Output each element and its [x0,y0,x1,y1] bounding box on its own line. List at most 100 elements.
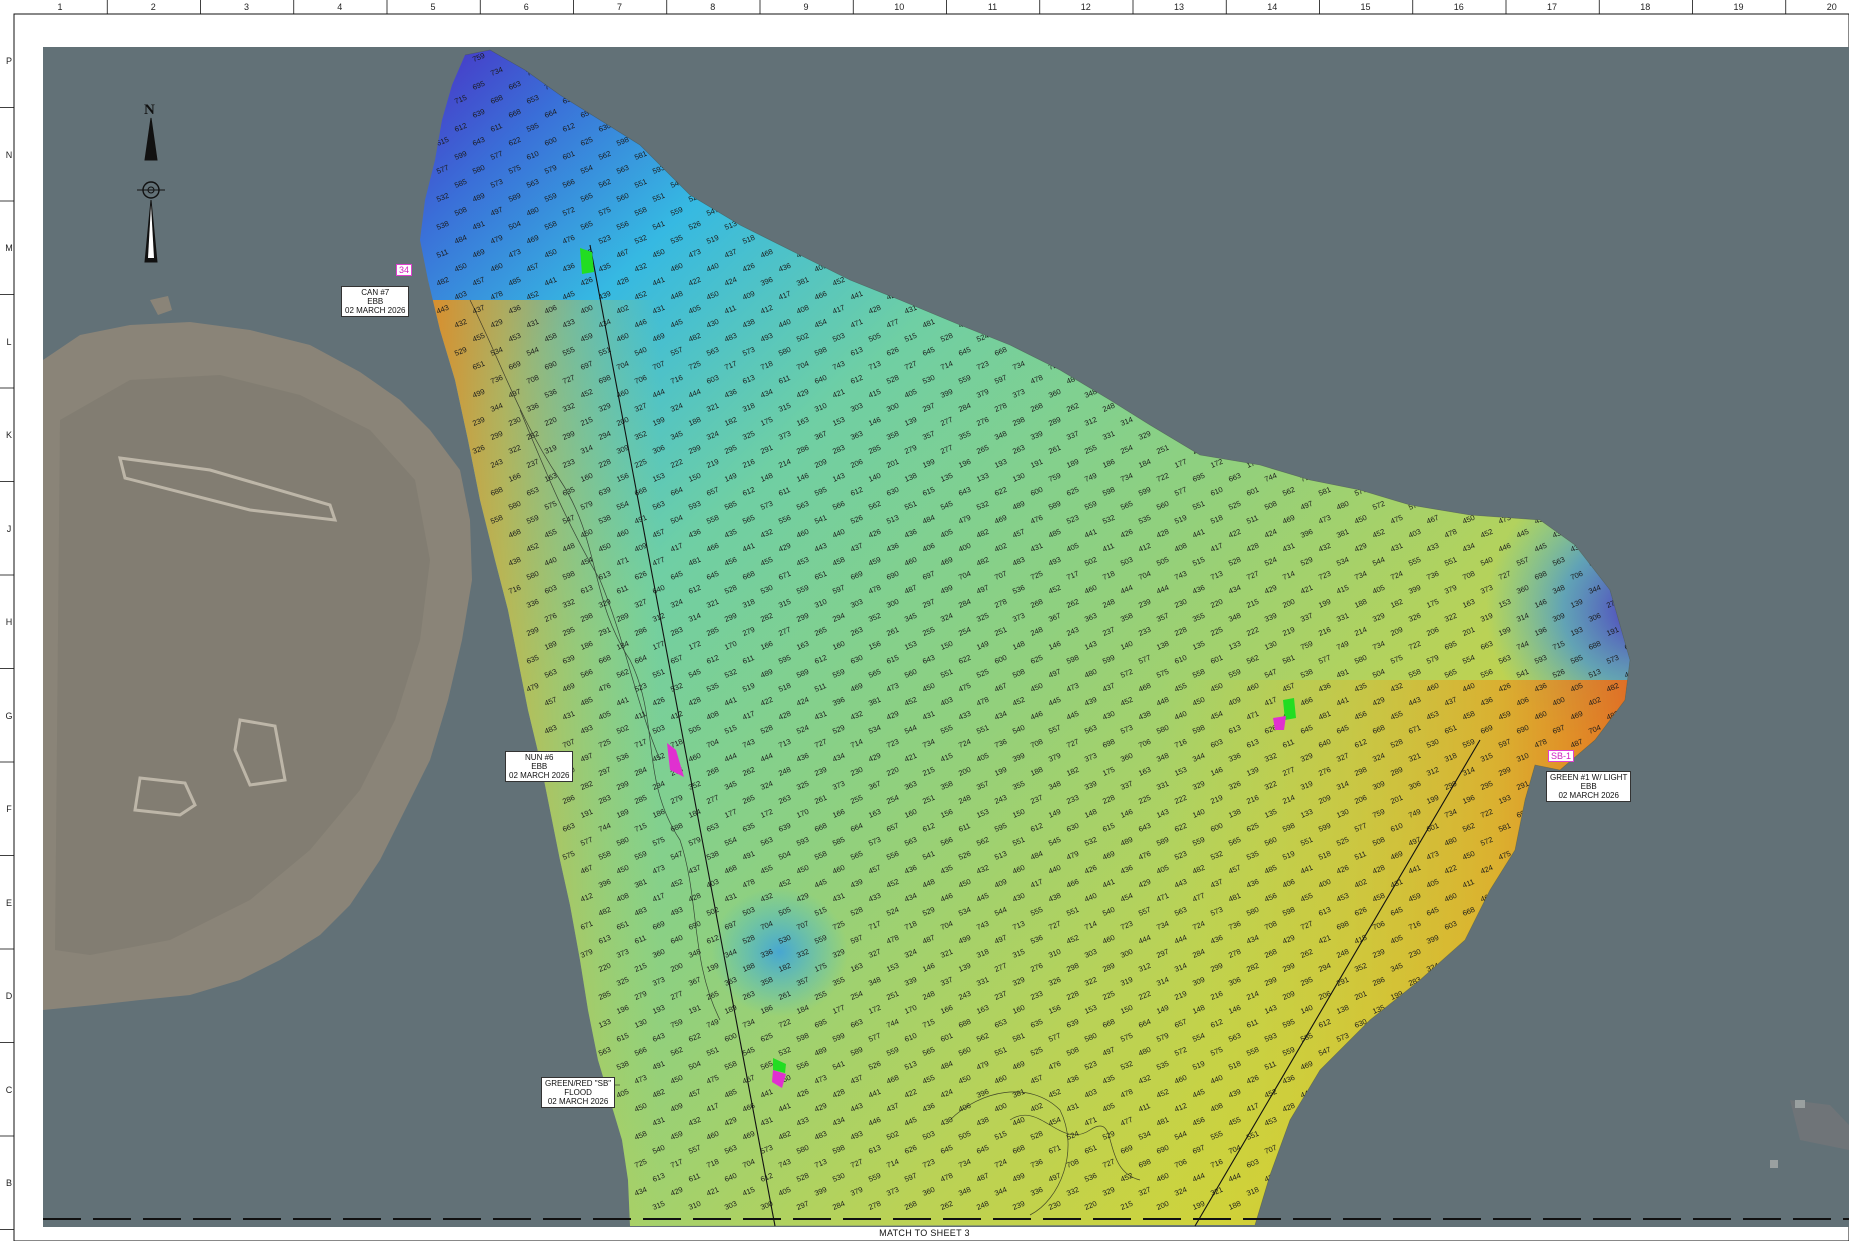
sounding-value: 417 [741,709,756,722]
sounding-value: 248 [1101,401,1116,414]
sounding-value: 417 [1245,1101,1260,1114]
sounding-value: 405 [1371,583,1386,596]
sounding-value: 315 [1011,947,1026,960]
sounding-value: 563 [1497,653,1512,666]
sounding-value: 452 [1047,583,1062,596]
sounding-value: 460 [1533,709,1548,722]
sounding-value: 478 [489,289,504,302]
sounding-value: 558 [597,849,612,862]
sounding-value: 432 [849,709,864,722]
sounding-value: 450 [957,1073,972,1086]
sounding-value: 452 [1047,1087,1062,1100]
sounding-value: 429 [795,891,810,904]
sounding-value: 373 [777,429,792,442]
sounding-value: 611 [741,653,755,666]
sounding-value: 595 [1281,1017,1296,1030]
sounding-value: 315 [1479,751,1494,764]
sounding-value: 251 [1155,443,1170,456]
sounding-value: 324 [939,611,954,624]
sounding-value: 471 [615,555,630,568]
sounding-value: 314 [1515,611,1530,624]
sounding-value: 170 [723,639,738,652]
sounding-value: 299 [1209,961,1224,974]
sounding-value: 255 [921,625,936,638]
sounding-value: 444 [651,387,666,400]
sounding-value: 327 [867,947,882,960]
sounding-value: 723 [885,737,900,750]
sounding-value: 589 [1155,835,1170,848]
sounding-value: 457 [1227,863,1242,876]
sounding-value: 536 [543,387,558,400]
sounding-value: 331 [1101,429,1116,442]
sounding-value: 345 [669,429,684,442]
sounding-value: 452 [1065,933,1080,946]
sounding-value: 262 [1065,401,1080,414]
sounding-value: 450 [453,261,468,274]
sounding-value: 306 [651,443,666,456]
sounding-value: 698 [1101,737,1116,750]
sounding-value: 690 [885,569,900,582]
sounding-value: 291 [597,625,612,638]
sounding-value: 513 [1587,667,1602,680]
sounding-value: 556 [615,219,630,232]
sounding-value: 515 [1191,555,1206,568]
grid-column-ticks [106,0,1787,14]
islet [150,296,172,315]
sounding-value: 734 [1119,471,1134,484]
sounding-value: 429 [1353,541,1368,554]
sounding-value: 153 [885,961,900,974]
sounding-value: 502 [1083,555,1098,568]
grid-row-ticks [0,107,14,1230]
sounding-value: 409 [1227,695,1242,708]
sounding-value: 473 [507,247,522,260]
sounding-value: 324 [1371,751,1386,764]
sounding-value: 454 [813,317,828,330]
sounding-value: 478 [975,695,990,708]
sounding-value: 743 [831,359,846,372]
sounding-value: 559 [885,1045,900,1058]
sounding-value: 643 [957,485,972,498]
sounding-value: 348 [867,975,882,988]
sounding-value: 182 [777,961,792,974]
sounding-value: 664 [1137,1017,1152,1030]
sounding-value: 639 [1065,1017,1080,1030]
sounding-value: 268 [1263,947,1278,960]
sounding-value: 435 [939,863,954,876]
sounding-value: 209 [1317,793,1332,806]
sounding-value: 163 [795,415,810,428]
sounding-value: 166 [507,471,522,484]
sounding-value: 140 [1299,1003,1314,1016]
sounding-value: 698 [597,373,612,386]
sounding-value: 396 [759,275,774,288]
sounding-value: 467 [615,247,630,260]
sounding-value: 566 [831,499,846,512]
sounding-value: 485 [507,275,522,288]
sounding-value: 482 [777,1129,792,1142]
sounding-value: 279 [903,443,918,456]
sounding-value: 469 [1299,1059,1314,1072]
sounding-value: 727 [1245,569,1260,582]
sounding-value: 698 [1533,569,1548,582]
sounding-value: 263 [1011,443,1026,456]
sounding-value: 237 [525,457,540,470]
sounding-value: 133 [975,471,990,484]
sounding-value: 220 [1083,1199,1098,1212]
sounding-value: 285 [633,793,648,806]
sounding-value: 603 [1443,919,1458,932]
sounding-value: 450 [579,527,594,540]
sounding-value: 534 [1335,555,1350,568]
sounding-value: 560 [957,1045,972,1058]
sounding-value: 559 [543,191,558,204]
sounding-value: 428 [687,695,702,708]
sounding-value: 459 [669,1129,684,1142]
sounding-value: 456 [1353,709,1368,722]
sounding-value: 515 [903,331,918,344]
sounding-value: 424 [723,275,738,288]
sounding-value: 487 [921,933,936,946]
sounding-value: 480 [1083,667,1098,680]
sounding-value: 460 [1443,891,1458,904]
sounding-value: 450 [615,863,630,876]
sounding-value: 345 [723,779,738,792]
sounding-value: 478 [939,1171,954,1184]
sounding-value: 524 [1065,1129,1080,1142]
